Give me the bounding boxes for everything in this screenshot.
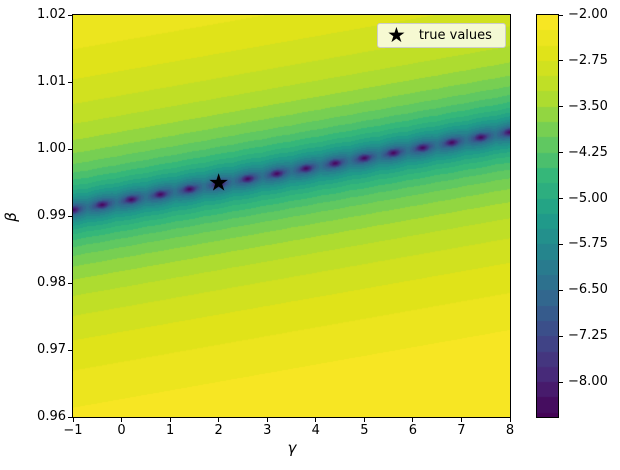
y-tick-label: 0.97 <box>37 342 66 357</box>
colorbar-canvas <box>537 15 558 417</box>
x-axis-label: γ <box>287 439 297 457</box>
x-tick-mark <box>169 418 171 422</box>
y-tick-mark <box>68 81 72 83</box>
legend-star-icon: ★ <box>387 23 406 47</box>
y-tick-mark <box>68 148 72 150</box>
x-tick-label: 7 <box>457 423 466 438</box>
x-tick-label: 5 <box>360 423 369 438</box>
y-tick-label: 0.98 <box>37 275 66 290</box>
x-tick-mark <box>266 418 268 422</box>
colorbar-tick-label: −4.25 <box>568 144 608 160</box>
x-tick-mark <box>509 418 511 422</box>
colorbar-tick-mark <box>559 289 563 291</box>
x-tick-mark <box>72 418 74 422</box>
x-tick-label: −1 <box>63 423 83 438</box>
x-tick-mark <box>315 418 317 422</box>
colorbar-tick-label: −5.00 <box>568 190 608 206</box>
y-tick-mark <box>68 215 72 217</box>
y-tick-label: 1.00 <box>37 141 66 156</box>
y-tick-label: 1.01 <box>37 74 66 89</box>
contour-plot-canvas <box>73 15 510 417</box>
y-tick-label: 0.99 <box>37 208 66 223</box>
x-tick-label: 2 <box>214 423 223 438</box>
x-tick-label: 6 <box>408 423 418 438</box>
colorbar-tick-mark <box>559 60 563 62</box>
colorbar-tick-label: −2.75 <box>568 52 608 68</box>
colorbar-tick-label: −3.50 <box>568 98 608 114</box>
y-tick-mark <box>68 282 72 284</box>
x-tick-label: 4 <box>311 423 320 438</box>
x-tick-label: 1 <box>165 423 175 438</box>
colorbar-tick-mark <box>559 14 563 16</box>
y-tick-mark <box>68 349 72 351</box>
x-tick-label: 0 <box>117 423 126 438</box>
colorbar-tick-label: −5.75 <box>568 236 608 252</box>
x-tick-label: 8 <box>505 423 515 438</box>
colorbar-tick-label: −8.00 <box>568 374 608 390</box>
colorbar-tick-mark <box>559 381 563 383</box>
y-tick-mark <box>68 14 72 16</box>
colorbar-tick-label: −2.00 <box>568 7 608 22</box>
x-tick-mark <box>412 418 414 422</box>
colorbar-tick-label: −7.25 <box>568 328 608 344</box>
y-tick-mark <box>68 416 72 418</box>
y-tick-label: 1.02 <box>37 7 66 22</box>
x-tick-mark <box>121 418 123 422</box>
y-axis-label: β <box>2 212 20 222</box>
x-tick-mark <box>363 418 365 422</box>
colorbar-tick-mark <box>559 152 563 154</box>
legend-label: true values <box>418 28 492 43</box>
legend: ★ true values <box>377 23 506 48</box>
x-tick-mark <box>218 418 220 422</box>
y-tick-label: 0.96 <box>37 409 66 424</box>
colorbar-tick-mark <box>559 198 563 200</box>
colorbar-tick-mark <box>559 335 563 337</box>
colorbar-tick-mark <box>559 243 563 245</box>
colorbar-tick-mark <box>559 106 563 108</box>
x-tick-mark <box>460 418 462 422</box>
x-tick-label: 3 <box>263 423 272 438</box>
colorbar-tick-label: −6.50 <box>568 282 608 298</box>
